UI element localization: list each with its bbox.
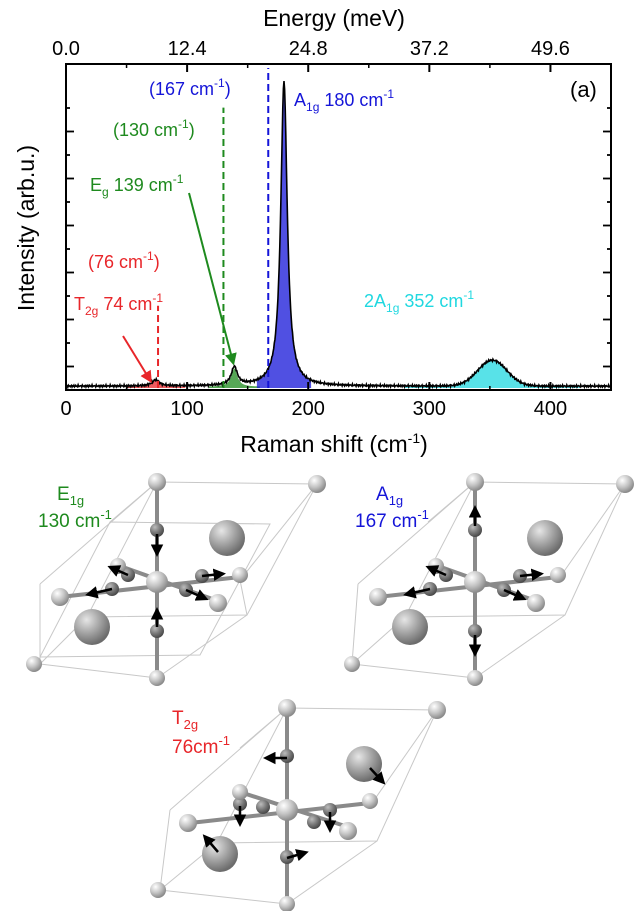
- annotation-167-paren-end: ): [225, 79, 231, 99]
- annotation-2a1g-352-sup: -1: [463, 288, 474, 302]
- mode-a1g-sup: -1: [417, 507, 429, 522]
- annotation-t2g-74: T2g 74 cm-1: [74, 291, 163, 318]
- atoms-e1g: [26, 473, 326, 686]
- t2g-pointer-arrow: [122, 335, 152, 384]
- annotation-76-paren-sup: -1: [143, 249, 154, 263]
- top-axis-title: Energy (meV): [263, 5, 405, 31]
- x-tick-label-100: 100: [170, 398, 203, 420]
- peak-fill-t2g: [125, 380, 186, 388]
- annotation-130-paren-sup: -1: [178, 117, 189, 131]
- x-axis-title-sup: -1: [408, 430, 421, 446]
- mode-a1g-label: A1g: [376, 484, 403, 508]
- annotation-t2g-74-sup: -1: [152, 291, 163, 305]
- top-tick-label-0.0: 0.0: [52, 38, 80, 60]
- mode-t2g-label: T2g: [172, 708, 198, 732]
- peak-fill-2a1g: [405, 360, 580, 388]
- lattice-t2g: [159, 707, 438, 905]
- peak-fill-eg: [208, 368, 260, 388]
- annotation-t2g-74-end: 74 cm: [98, 294, 152, 314]
- mode-a1g-sub: 1g: [389, 493, 403, 508]
- mode-t2g-sub: 2g: [184, 717, 198, 732]
- x-tick-label-300: 300: [413, 398, 446, 420]
- mode-t2g-frequency: 76cm-1: [172, 733, 230, 758]
- x-tick-label-400: 400: [534, 398, 567, 420]
- x-axis-title-main: Raman shift (cm: [240, 431, 407, 457]
- annotation-eg-139-sup: -1: [173, 172, 184, 186]
- structure-t2g: T2g 76cm-1: [150, 699, 446, 911]
- top-tick-label-49.6: 49.6: [531, 38, 570, 60]
- mode-a1g-freq: 167 cm: [355, 511, 417, 532]
- annotation-eg-139-end: 139 cm: [109, 175, 173, 195]
- annotation-a1g-180-text: A: [294, 90, 306, 110]
- x-axis-ticks: 0 100 200 300 400: [60, 382, 567, 420]
- mode-e1g-sup: -1: [100, 507, 112, 522]
- mode-a1g-symbol: A: [376, 484, 389, 505]
- plot-content: [65, 68, 612, 390]
- top-tick-label-12.4: 12.4: [168, 38, 207, 60]
- annotation-2a1g-352-end: 352 cm: [399, 291, 463, 311]
- mode-e1g-sub: 1g: [70, 493, 84, 508]
- mode-t2g-symbol: T: [172, 708, 184, 729]
- annotation-t2g-74-sub: 2g: [85, 304, 98, 318]
- annotation-eg-139-text: E: [90, 175, 102, 195]
- mode-e1g-symbol: E: [57, 484, 70, 505]
- x-axis-title: Raman shift (cm-1): [240, 430, 428, 457]
- annotation-130-paren-text: (130 cm: [113, 120, 178, 140]
- annotation-130-paren-end: ): [189, 120, 195, 140]
- mode-e1g-freq: 130 cm: [38, 511, 100, 532]
- annotation-167-paren: (167 cm-1): [149, 76, 231, 99]
- annotation-a1g-180-end: 180 cm: [319, 90, 383, 110]
- annotation-a1g-180-sub: 1g: [306, 100, 319, 114]
- annotation-a1g-180: A1g 180 cm-1: [294, 87, 394, 114]
- annotation-167-paren-sup: -1: [214, 76, 225, 90]
- panel-label: (a): [570, 77, 597, 102]
- atoms-t2g: [150, 699, 446, 911]
- atoms-a1g: [344, 473, 634, 686]
- x-axis-title-end: ): [420, 431, 428, 457]
- displacement-arrows-a1g: [403, 505, 544, 657]
- annotation-167-paren-text: (167 cm: [149, 79, 214, 99]
- annotation-76-paren-text: (76 cm: [88, 252, 143, 272]
- annotation-2a1g-352-sub: 1g: [386, 301, 399, 315]
- annotation-130-paren: (130 cm-1): [113, 117, 195, 140]
- mode-t2g-freq: 76cm: [172, 737, 218, 758]
- annotation-76-paren-end: ): [154, 252, 160, 272]
- top-tick-label-37.2: 37.2: [410, 38, 449, 60]
- top-tick-label-24.8: 24.8: [289, 38, 328, 60]
- y-axis-ticks: [66, 107, 611, 391]
- mode-t2g-sup: -1: [218, 733, 230, 748]
- displacement-arrows-e1g: [85, 534, 226, 627]
- x-tick-label-200: 200: [292, 398, 325, 420]
- top-axis-ticks: 0.0 12.4 24.8 37.2 49.6: [52, 38, 570, 72]
- y-axis-title: Intensity (arb.u.): [13, 145, 39, 311]
- annotation-eg-139-sub: g: [102, 185, 109, 199]
- plot-frame: [65, 63, 612, 391]
- mode-e1g-frequency: 130 cm-1: [38, 507, 112, 532]
- structure-e1g: E1g 130 cm-1: [26, 473, 326, 686]
- x-tick-label-0: 0: [60, 398, 71, 420]
- eg-pointer-arrow: [188, 192, 237, 366]
- mode-a1g-frequency: 167 cm-1: [355, 507, 429, 532]
- raman-spectrum-chart: 0 100 200 300 400 0.0 12.4 24.8 37.2 49.6 (a) En…: [13, 5, 612, 457]
- displacement-arrows-t2g: [202, 751, 386, 862]
- spectrum-line: [65, 81, 612, 390]
- annotation-2a1g-352-text: 2A: [364, 291, 386, 311]
- structure-a1g: A1g 167 cm-1: [344, 473, 634, 686]
- mode-e1g-label: E1g: [57, 484, 84, 508]
- annotation-76-paren: (76 cm-1): [88, 249, 160, 272]
- annotation-2a1g-352: 2A1g 352 cm-1: [364, 288, 474, 315]
- annotation-t2g-74-text: T: [74, 294, 85, 314]
- peak-fill-a1g: [256, 82, 312, 388]
- annotation-a1g-180-sup: -1: [383, 87, 394, 101]
- annotation-eg-139: Eg 139 cm-1: [90, 172, 184, 199]
